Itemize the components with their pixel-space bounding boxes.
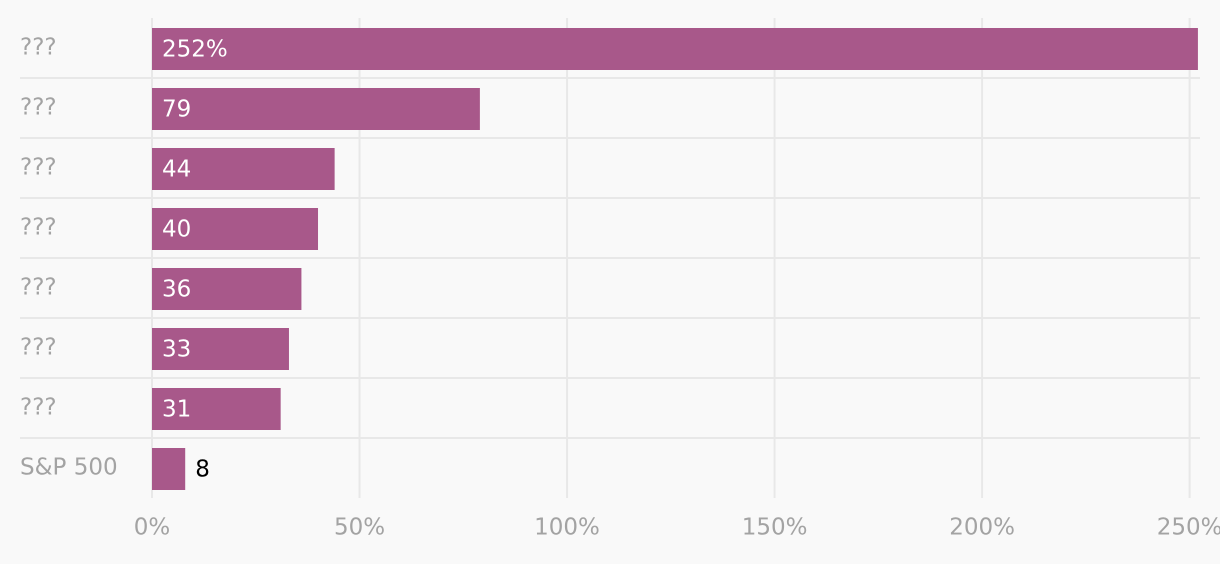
bar	[152, 28, 1198, 70]
x-tick-label: 0%	[134, 515, 171, 541]
category-label: ???	[20, 215, 57, 241]
value-label: 252%	[162, 37, 228, 63]
category-label: ???	[20, 95, 57, 121]
x-tick-label: 200%	[949, 515, 1015, 541]
category-label: ???	[20, 335, 57, 361]
bar	[152, 388, 281, 430]
bar	[152, 268, 302, 310]
value-label: 36	[162, 277, 191, 303]
x-tick-label: 100%	[534, 515, 600, 541]
bar	[152, 208, 319, 250]
x-tick-label: 250%	[1157, 515, 1220, 541]
value-label: 44	[162, 157, 191, 183]
bar	[152, 148, 335, 190]
bar	[152, 328, 289, 370]
x-tick-label: 150%	[742, 515, 808, 541]
value-label: 8	[195, 457, 210, 483]
category-label: S&P 500	[20, 455, 118, 481]
category-label: ???	[20, 275, 57, 301]
value-label: 40	[162, 217, 191, 243]
value-label: 79	[162, 97, 191, 123]
category-label: ???	[20, 35, 57, 61]
value-label: 33	[162, 337, 191, 363]
category-label: ???	[20, 155, 57, 181]
bar	[152, 88, 480, 130]
value-label: 31	[162, 397, 191, 423]
category-label: ???	[20, 395, 57, 421]
x-tick-label: 50%	[334, 515, 385, 541]
bar	[152, 448, 186, 490]
